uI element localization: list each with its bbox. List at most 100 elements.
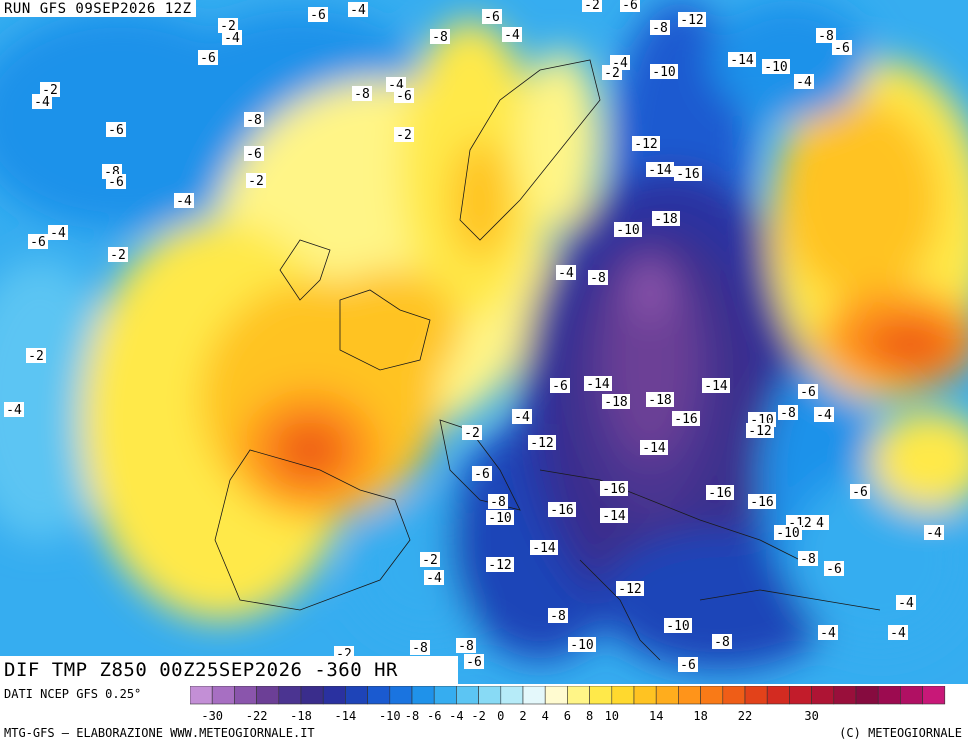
isotherm-label-box [28,234,48,249]
legend-tick-label: -30 [201,709,223,723]
isotherm-label: -6 [108,123,124,138]
legend-tick-label: 6 [564,709,571,723]
isotherm-label-box [198,50,218,65]
isotherm-label-box [32,94,52,109]
isotherm-label: -4 [898,596,914,611]
isotherm-label-box [462,425,482,440]
legend-swatch [811,686,835,705]
isotherm-label: -16 [674,412,697,427]
isotherm-label-box [348,2,368,17]
isotherm-label-box [530,540,558,555]
isotherm-label: -8 [412,641,428,656]
isotherm-label-box [824,561,844,576]
isotherm-label-box [548,608,568,623]
isotherm-label-box [308,7,328,22]
isotherm-label-box [584,376,612,391]
legend-swatch [411,686,435,705]
isotherm-label-box [672,411,700,426]
isotherm-label: -14 [602,509,626,524]
isotherm-label-box [512,409,532,424]
isotherm-label-box [394,88,414,103]
isotherm-label: -12 [618,582,641,597]
isotherm-label-box [678,12,706,27]
isotherm-label-box [244,146,264,161]
legend-tick-label: -22 [246,709,268,723]
isotherm-label: -6 [30,235,46,250]
legend-tick-label: -6 [427,709,441,723]
isotherm-label: -2 [584,0,600,13]
isotherm-label-box [818,625,838,640]
isotherm-label-box [814,407,834,422]
legend-swatch [256,686,280,705]
isotherm-label: -6 [200,51,216,66]
isotherm-label: -4 [34,95,50,110]
isotherm-label: -16 [750,495,773,510]
isotherm-label-box [550,378,570,393]
legend-swatch [522,686,546,705]
isotherm-label: -4 [176,194,192,209]
legend-tick-label: 22 [738,709,752,723]
isotherm-label: -8 [780,406,796,421]
isotherm-label-box [602,65,622,80]
legend-swatch [722,686,746,705]
color-scale-legend: -30 -22 -18 -14 -10 -8 -6 -4 -2 0 2 4 6 8 10 14 18 22 30 [190,686,946,723]
isotherm-label: -4 [350,3,366,18]
isotherm-label-box [620,0,640,12]
isotherm-label-box [568,637,596,652]
isotherm-label-box [614,222,642,237]
isotherm-label: -10 [776,526,799,541]
isotherm-label: -16 [676,167,699,182]
legend-swatch [367,686,391,705]
isotherm-label-box [456,638,476,653]
isotherm-label-box [816,28,836,43]
isotherm-label: -18 [648,393,671,408]
isotherm-label: -4 [796,75,812,90]
isotherm-label: -4 [6,403,22,418]
isotherm-label: -10 [616,223,639,238]
map-title: DIF TMP Z850 00Z25SEP2026 -360 HR [0,656,458,684]
legend-swatch [322,686,346,705]
isotherm-label-box [646,392,674,407]
legend-tick-label: -8 [405,709,419,723]
isotherm-label: -4 [890,626,906,641]
isotherm-label-box [424,570,444,585]
isotherm-label: -10 [570,638,593,653]
isotherm-label-box [774,525,802,540]
isotherm-label-box [748,494,776,509]
data-source-label: DATI NCEP GFS 0.25° [4,687,142,701]
legend-swatch [544,686,568,705]
isotherm-label-box [222,30,242,45]
isotherm-label: -14 [586,377,610,392]
legend-swatch [744,686,768,705]
legend-swatch [655,686,679,705]
isotherm-label: -8 [652,21,668,36]
isotherm-label-box [488,494,508,509]
legend-swatch [478,686,502,705]
isotherm-label: -6 [552,379,568,394]
isotherm-label-box [26,348,46,363]
isotherm-label: -14 [642,441,666,456]
isotherm-label-box [174,193,194,208]
isotherm-label: -14 [648,163,672,178]
isotherm-label-box [896,595,916,610]
isotherm-label-box [588,270,608,285]
isotherm-label-box [762,59,790,74]
isotherm-label: -14 [730,53,754,68]
isotherm-label: -6 [800,385,816,400]
legend-swatch [633,686,657,705]
isotherm-label-box [352,86,372,101]
isotherm-label: -8 [432,30,448,45]
isotherm-label: -6 [622,0,638,13]
isotherm-label-box [616,581,644,596]
isotherm-label-box [218,18,238,33]
legend-swatch [389,686,413,705]
isotherm-label-box [664,618,692,633]
isotherm-label: -6 [680,658,696,673]
isotherm-label: -6 [484,10,500,25]
legend-swatch [678,686,701,705]
credit-label: MTG-GFS – ELABORAZIONE WWW.METEOGIORNALE… [4,726,315,740]
coastlines [214,59,881,661]
legend-tick-label: -10 [379,709,401,723]
isotherm-label-box [582,0,602,12]
